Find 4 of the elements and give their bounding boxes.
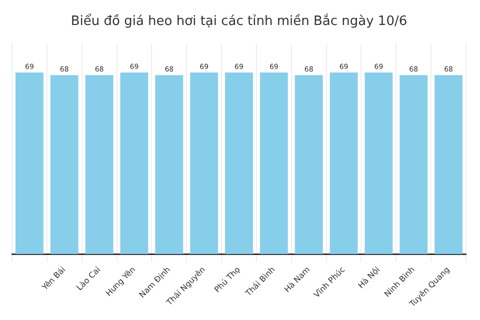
chart-title: Biểu đồ giá heo hơi tại các tỉnh miền Bắc ngày 10/6 [70, 13, 408, 30]
x-tick-label: Yên Bái [40, 265, 68, 293]
x-tick-label: Hà Nội [356, 265, 382, 290]
x-tick-label: Lào Cai [74, 265, 102, 292]
